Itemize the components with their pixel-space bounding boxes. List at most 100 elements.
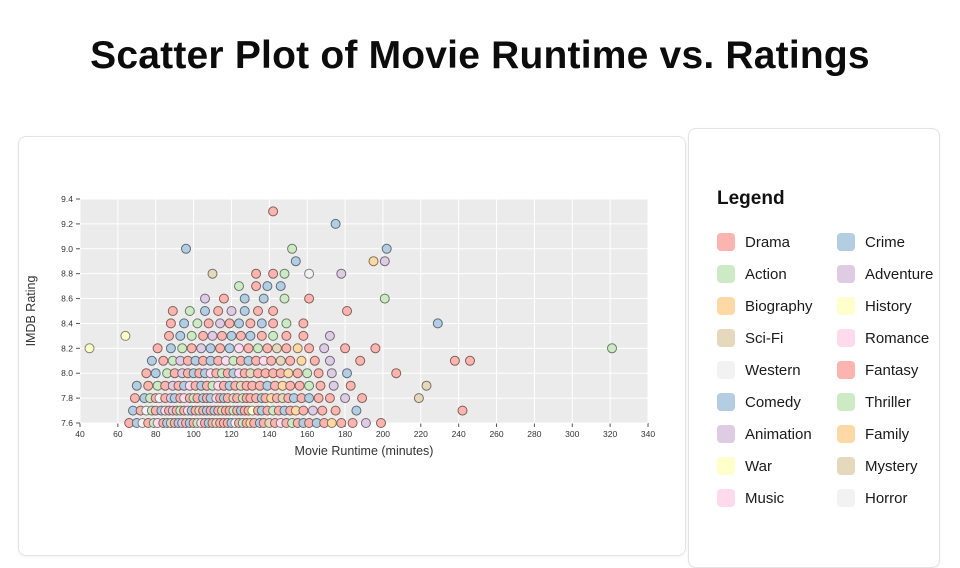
x-tick-label: 340 xyxy=(641,429,655,439)
x-tick-label: 60 xyxy=(113,429,123,439)
data-point xyxy=(285,380,296,391)
legend-swatch xyxy=(837,233,855,251)
data-point xyxy=(457,405,468,416)
data-point xyxy=(340,343,351,354)
data-point xyxy=(432,318,443,329)
legend-swatch xyxy=(837,265,855,283)
data-point xyxy=(465,355,475,366)
data-point xyxy=(167,306,178,316)
data-point xyxy=(177,343,188,354)
legend-swatch xyxy=(837,361,855,379)
data-point xyxy=(268,318,279,329)
data-point xyxy=(198,330,209,341)
x-tick-label: 160 xyxy=(300,429,314,439)
y-axis-label: IMDB Rating xyxy=(24,276,38,347)
legend-label: Thriller xyxy=(865,393,911,411)
legend-label: Adventure xyxy=(865,265,934,283)
data-point xyxy=(370,343,381,354)
data-point xyxy=(253,306,263,316)
data-point xyxy=(268,206,279,217)
data-point xyxy=(368,256,379,267)
x-tick-label: 80 xyxy=(151,429,161,439)
legend-label: Animation xyxy=(745,425,812,443)
data-point xyxy=(120,330,131,341)
data-point xyxy=(205,343,216,354)
data-point xyxy=(281,330,292,341)
data-point xyxy=(292,343,303,354)
data-point xyxy=(234,281,244,292)
legend-item: Sci-Fi xyxy=(717,329,837,347)
data-point xyxy=(379,293,390,304)
data-point xyxy=(200,306,210,316)
x-tick-label: 220 xyxy=(414,429,428,439)
data-point xyxy=(326,368,337,379)
data-point xyxy=(268,306,279,316)
chart-card: 40 60 80 100 120 140 160 180 200 220 240 260 280 300 3… xyxy=(18,136,686,556)
data-point xyxy=(131,380,142,391)
legend-swatch xyxy=(837,457,855,475)
data-point xyxy=(258,293,269,304)
x-tick-label: 120 xyxy=(224,429,238,439)
data-point xyxy=(347,418,358,428)
scatter-chart: 40 60 80 100 120 140 160 180 200 220 240 260 280 300 3… xyxy=(24,194,655,458)
data-point xyxy=(262,343,273,354)
data-point xyxy=(324,355,335,366)
data-point xyxy=(184,306,195,316)
data-point xyxy=(253,343,263,354)
legend-label: Horror xyxy=(865,489,908,507)
data-point xyxy=(251,281,262,292)
legend-item: Crime xyxy=(837,233,957,251)
x-tick-label: 140 xyxy=(262,429,276,439)
legend-label: Sci-Fi xyxy=(745,329,784,347)
data-point xyxy=(309,355,320,366)
legend-item: Romance xyxy=(837,329,957,347)
data-point xyxy=(421,380,432,391)
legend-label: Biography xyxy=(745,297,813,315)
legend-item: Music xyxy=(717,489,837,507)
legend-swatch xyxy=(837,297,855,315)
legend-label: War xyxy=(745,457,772,475)
data-point xyxy=(336,418,347,428)
data-point xyxy=(275,281,286,292)
data-point xyxy=(251,268,262,279)
data-point xyxy=(328,380,339,391)
legend-swatch xyxy=(837,329,855,347)
y-tick-label: 8.4 xyxy=(61,318,73,328)
legend-label: Fantasy xyxy=(865,361,919,379)
data-point xyxy=(607,343,617,354)
data-point xyxy=(413,393,424,404)
legend-panel: Legend Drama Crime Action Adventure Biograph… xyxy=(688,128,940,568)
data-point xyxy=(294,380,305,391)
data-point xyxy=(298,405,309,416)
y-tick-label: 7.6 xyxy=(61,418,73,428)
data-point xyxy=(298,318,309,329)
data-point xyxy=(313,393,324,404)
data-point xyxy=(218,293,229,304)
legend-item: Biography xyxy=(717,297,837,315)
data-point xyxy=(307,405,318,416)
legend-label: Romance xyxy=(865,329,930,347)
data-point xyxy=(317,405,328,416)
x-tick-label: 240 xyxy=(452,429,466,439)
data-point xyxy=(319,343,330,354)
legend-swatch xyxy=(717,425,735,443)
legend-list: Drama Crime Action Adventure Biography Histor… xyxy=(717,233,933,507)
data-point xyxy=(271,343,282,354)
legend-label: History xyxy=(865,297,912,315)
data-point xyxy=(143,380,154,391)
data-point xyxy=(315,380,326,391)
x-axis-label: Movie Runtime (minutes) xyxy=(295,444,434,458)
data-point xyxy=(186,343,197,354)
legend-item: Fantasy xyxy=(837,361,957,379)
data-point xyxy=(324,330,335,341)
data-point xyxy=(279,293,290,304)
legend-swatch xyxy=(717,393,735,411)
legend-item: Comedy xyxy=(717,393,837,411)
legend-item: History xyxy=(837,297,957,315)
data-point xyxy=(243,343,254,354)
legend-swatch xyxy=(717,489,735,507)
data-point xyxy=(379,256,390,267)
data-point xyxy=(304,380,315,391)
data-point xyxy=(164,330,174,341)
data-point xyxy=(342,306,352,316)
